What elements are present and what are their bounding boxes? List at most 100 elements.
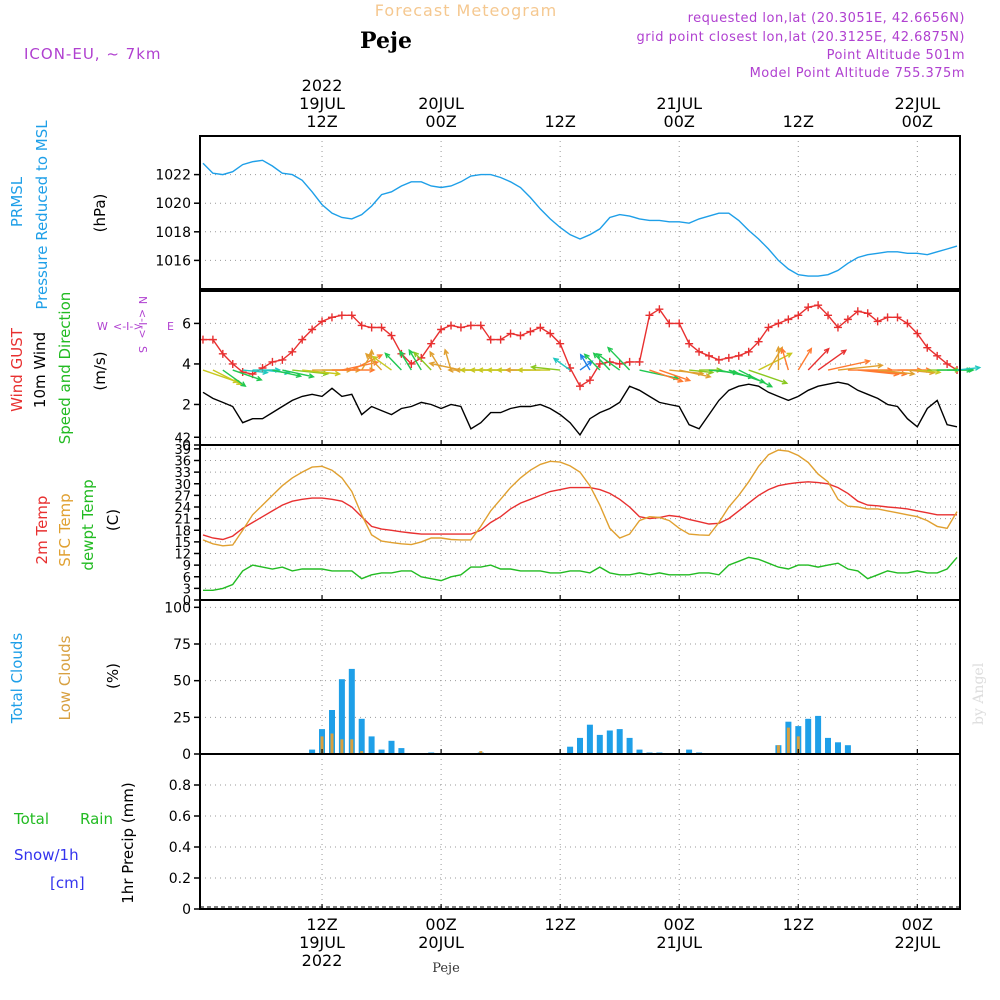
total-cloud-bar [398,748,405,754]
y-tick-label: 27 [174,489,191,504]
model-altitude: Model Point Altitude 755.375m [750,66,965,81]
wind-vector [580,354,591,371]
y-tick-label: 50 [173,674,191,690]
gust-point [605,357,614,366]
wind-vector-head [530,364,537,371]
gust-point [893,313,902,322]
series-line-temp [202,449,958,547]
y-tick-label: 0 [182,747,191,763]
gust-point [327,313,336,322]
wind-vector [212,369,242,385]
wind-vector [399,351,412,371]
wind-vector-head [408,348,414,356]
gust-point [615,359,624,368]
gust-point [794,311,803,320]
wind-vector-head [823,347,830,354]
pressure-label-long: Pressure Reduced to MSL [33,120,51,310]
wind-vector [827,360,870,371]
time-label-top: 20JUL [418,94,464,113]
series-line-wind [202,381,958,437]
location-title: Peje [360,28,412,54]
wind-vector-head [428,361,435,367]
wind-vector [413,351,432,371]
wind-vector-head [384,352,391,359]
time-label-bottom: 21JUL [656,933,702,952]
panel-frame-wind [199,290,961,446]
gust-point [278,355,287,364]
total-cloud-bar [348,668,355,754]
y-tick-label: 2 [182,397,191,413]
gust-point [347,311,356,320]
wind-vector [738,369,773,388]
y-tick-label: 6 [183,571,191,586]
total-cloud-bar [616,729,623,754]
requested-coords: requested lon,lat (20.3051E, 42.6656N) [688,11,965,26]
gust-point [685,339,694,348]
y-tick-label: 1016 [155,253,191,269]
wind-vector [579,360,593,371]
gust-point [784,315,793,324]
gust-point [476,321,485,330]
point-altitude: Point Altitude 501m [827,48,965,63]
time-label-top: 12Z [783,112,814,131]
gust-point [833,323,842,332]
series-line-temp [202,481,957,541]
time-label-top: 21JUL [656,94,702,113]
time-label-bottom: 12Z [544,915,575,934]
gust-point [804,303,813,312]
time-label-top: 2022 [302,76,343,95]
compass-south: S [136,346,149,353]
panel-frames [199,135,961,910]
gust-point [595,359,604,368]
gust-point [298,335,307,344]
gust-point [427,339,436,348]
wind-vector-head [485,367,493,373]
total-cloud-bar [805,718,812,754]
wind-vector-head [308,373,315,379]
wind-vector-head [447,367,454,373]
total-cloud-bar [815,715,822,754]
wind-vector [748,369,788,384]
low-cloud-bar [340,739,344,754]
gust-point [466,321,475,330]
temp-unit-label: (C) [104,509,122,531]
gust-point [675,319,684,328]
gust-point [496,335,505,344]
time-label-bottom: 20JUL [418,933,464,952]
y-tick-label: 9 [183,559,191,574]
wind-vector [907,369,935,374]
total-cloud-bar [636,749,643,754]
y-tick-label: 15 [174,536,191,551]
wind-vector [596,353,621,371]
compass-east-west: <-I-> [113,320,143,333]
wind-vector-head [429,350,435,358]
gust-point [943,359,952,368]
panel-frame-precip [199,753,961,910]
y-tick-label: 0 [182,902,191,918]
gust-point [714,355,723,364]
gust-point [268,357,277,366]
time-label-top: 22JUL [894,94,940,113]
meteogram-title: Forecast Meteogram [375,1,557,20]
total-cloud-bar [825,737,831,754]
total-cloud-bar [309,749,316,754]
y-tick-label: 0 [183,594,191,609]
gust-point [695,347,704,356]
low-cloud-bar [330,733,334,754]
gust-point [933,351,942,360]
gust-point [774,319,783,328]
gust-point [873,317,882,326]
gust-point [645,311,654,320]
total-cloud-bar [378,749,385,754]
low-cloud-bar [479,751,483,754]
time-label-bottom: 12Z [306,915,337,934]
precip-snow-label: Snow/1h [14,846,79,864]
wind-vector [584,353,601,371]
gust-point [357,321,366,330]
time-label-top: 00Z [664,112,695,131]
wind-vector [659,369,690,382]
wind-vector-head [240,381,247,388]
wind-vector [593,352,611,371]
